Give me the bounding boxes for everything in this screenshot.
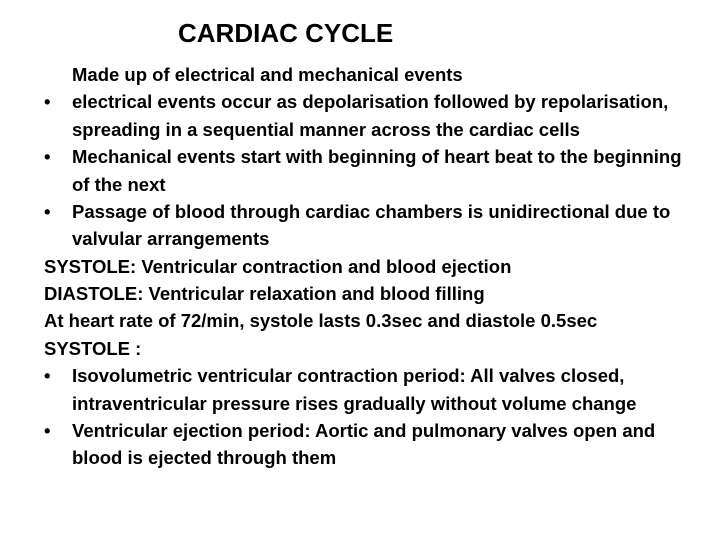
intro-line: Made up of electrical and mechanical eve… <box>44 61 690 88</box>
slide-title: CARDIAC CYCLE <box>178 18 690 49</box>
bullet-item: • Mechanical events start with beginning… <box>44 143 690 198</box>
bullet-icon: • <box>44 362 72 417</box>
bullet-item: • Ventricular ejection period: Aortic an… <box>44 417 690 472</box>
bullet-text: electrical events occur as depolarisatio… <box>72 88 690 143</box>
bullet-icon: • <box>44 143 72 198</box>
systole-definition: SYSTOLE: Ventricular contraction and blo… <box>44 253 690 280</box>
bullet-icon: • <box>44 88 72 143</box>
bullet-item: • electrical events occur as depolarisat… <box>44 88 690 143</box>
slide-body: Made up of electrical and mechanical eve… <box>30 61 690 472</box>
bullet-icon: • <box>44 417 72 472</box>
bullet-text: Passage of blood through cardiac chamber… <box>72 198 690 253</box>
bullet-text: Isovolumetric ventricular contraction pe… <box>72 362 690 417</box>
bullet-item: • Isovolumetric ventricular contraction … <box>44 362 690 417</box>
bullet-text: Ventricular ejection period: Aortic and … <box>72 417 690 472</box>
bullet-text: Mechanical events start with beginning o… <box>72 143 690 198</box>
systole-header: SYSTOLE : <box>44 335 690 362</box>
heart-rate-line: At heart rate of 72/min, systole lasts 0… <box>44 307 690 334</box>
diastole-definition: DIASTOLE: Ventricular relaxation and blo… <box>44 280 690 307</box>
bullet-item: • Passage of blood through cardiac chamb… <box>44 198 690 253</box>
bullet-icon: • <box>44 198 72 253</box>
